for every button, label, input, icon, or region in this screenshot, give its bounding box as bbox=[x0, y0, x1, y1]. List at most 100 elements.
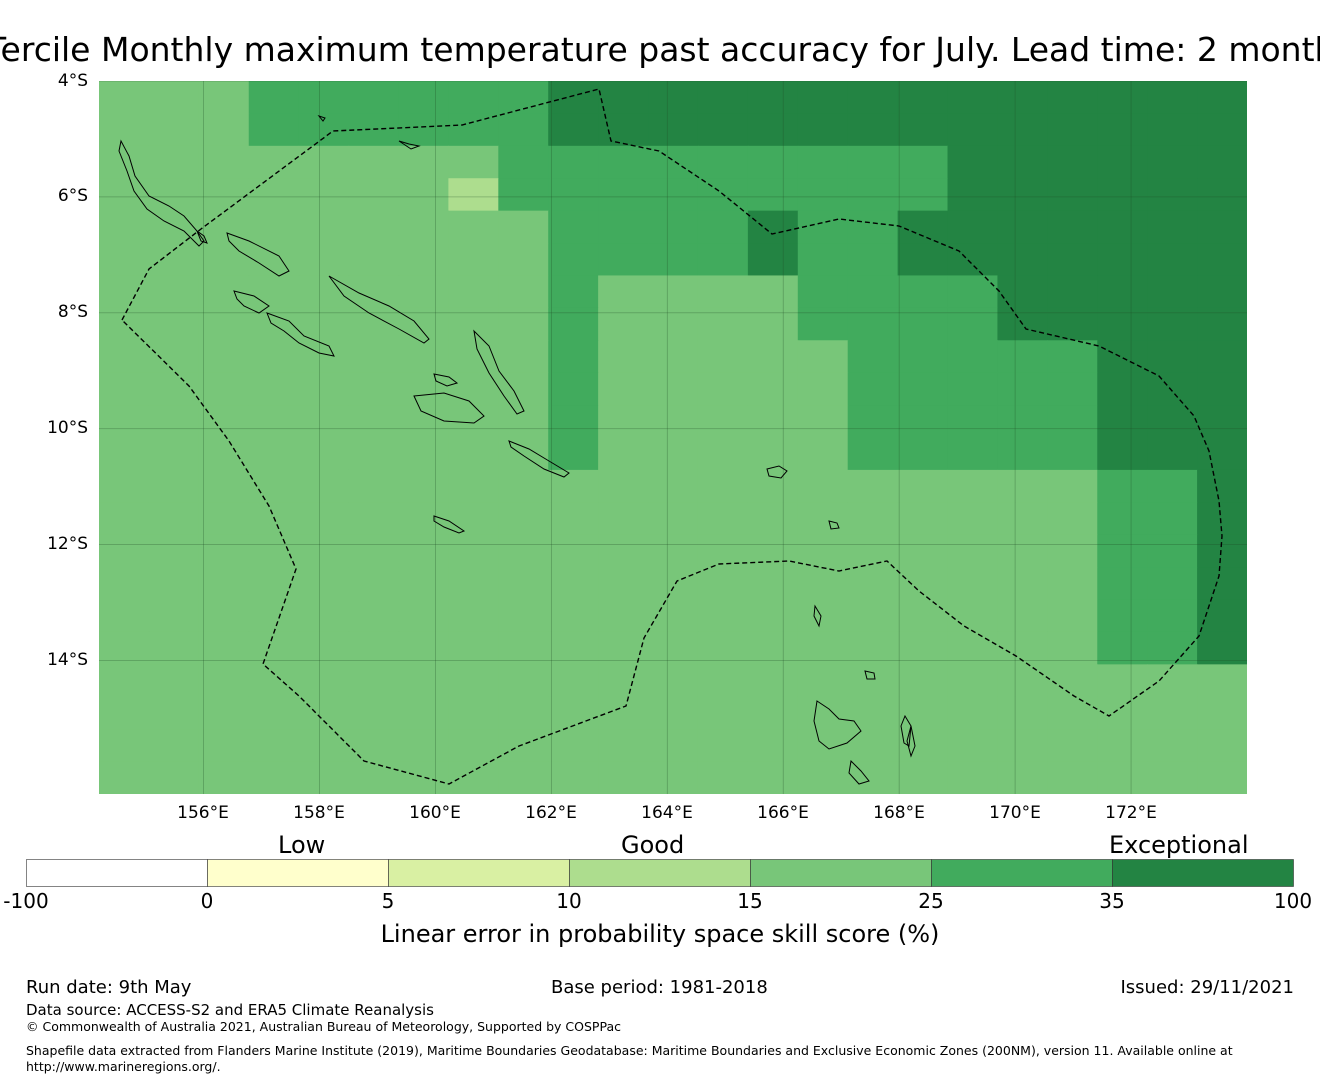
colorbar-category: Exceptional bbox=[1109, 831, 1249, 859]
grid-cell bbox=[548, 210, 599, 244]
grid-cell bbox=[99, 469, 150, 503]
grid-cell bbox=[947, 664, 999, 698]
grid-cell bbox=[248, 696, 300, 730]
map-panel[interactable] bbox=[99, 81, 1247, 794]
grid-cell bbox=[747, 405, 799, 439]
grid-cell bbox=[747, 761, 799, 794]
grid-cell bbox=[997, 534, 1048, 568]
grid-cell bbox=[99, 113, 150, 147]
issued-date: Issued: 29/11/2021 bbox=[1120, 977, 1294, 998]
grid-cell bbox=[797, 664, 849, 698]
grid-cell bbox=[148, 437, 200, 471]
grid-cell bbox=[398, 729, 449, 763]
island-malakula bbox=[900, 714, 912, 747]
grid-cell bbox=[548, 145, 599, 179]
grid-cell bbox=[997, 502, 1048, 536]
grid-cell bbox=[148, 405, 200, 439]
colorbar-swatch bbox=[569, 859, 751, 887]
grid-cell bbox=[747, 631, 799, 665]
grid-cell bbox=[897, 469, 949, 503]
grid-cell bbox=[398, 243, 449, 277]
grid-cell bbox=[99, 696, 150, 730]
grid-cell bbox=[348, 534, 400, 568]
grid-cell bbox=[897, 567, 949, 601]
grid-cell bbox=[348, 145, 400, 179]
grid-cell bbox=[897, 210, 949, 244]
colorbar-tick: 100 bbox=[1273, 889, 1313, 913]
grid-cell bbox=[548, 275, 599, 309]
grid-cell bbox=[1097, 307, 1148, 341]
grid-cell bbox=[947, 729, 999, 763]
grid-cell bbox=[548, 567, 599, 601]
grid-cell bbox=[448, 469, 499, 503]
grid-cell bbox=[1147, 405, 1198, 439]
grid-cell bbox=[148, 81, 200, 115]
grid-cell bbox=[99, 340, 150, 374]
grid-cell bbox=[198, 178, 250, 212]
grid-cell bbox=[448, 729, 499, 763]
grid-cell bbox=[1047, 210, 1098, 244]
shapefile-credit: Shapefile data extracted from Flanders M… bbox=[26, 1043, 1233, 1058]
grid-cell bbox=[797, 405, 849, 439]
lat-label: 12°S bbox=[47, 534, 88, 554]
grid-cell bbox=[1097, 696, 1148, 730]
grid-cell bbox=[148, 534, 200, 568]
grid-cell bbox=[1047, 437, 1098, 471]
grid-cell bbox=[897, 696, 949, 730]
grid-cell bbox=[747, 664, 799, 698]
grid-cell bbox=[1197, 145, 1247, 179]
colorbar-swatch bbox=[931, 859, 1113, 887]
grid-cell bbox=[248, 210, 300, 244]
grid-cell bbox=[148, 243, 200, 277]
grid-cell bbox=[1147, 729, 1198, 763]
grid-cell bbox=[797, 729, 849, 763]
grid-cell bbox=[648, 437, 699, 471]
shapefile-url[interactable]: http://www.marineregions.org/. bbox=[26, 1059, 221, 1074]
grid-cell bbox=[598, 178, 649, 212]
grid-cell bbox=[598, 113, 649, 147]
grid-cell bbox=[648, 534, 699, 568]
grid-cell bbox=[897, 534, 949, 568]
grid-cell bbox=[648, 340, 699, 374]
grid-cell bbox=[448, 372, 499, 406]
grid-cell bbox=[448, 81, 499, 115]
grid-cell bbox=[298, 664, 350, 698]
grid-cell bbox=[298, 567, 350, 601]
grid-cell bbox=[148, 307, 200, 341]
grid-cell bbox=[148, 275, 200, 309]
grid-cell bbox=[697, 243, 749, 277]
grid-cell bbox=[298, 437, 350, 471]
grid-cell bbox=[1197, 761, 1247, 794]
grid-cell bbox=[598, 534, 649, 568]
grid-cell bbox=[797, 567, 849, 601]
grid-cell bbox=[1047, 340, 1098, 374]
grid-cell bbox=[947, 437, 999, 471]
grid-cell bbox=[99, 729, 150, 763]
grid-cell bbox=[947, 243, 999, 277]
grid-cell bbox=[747, 469, 799, 503]
grid-cell bbox=[648, 81, 699, 115]
colorbar bbox=[26, 859, 1294, 887]
lon-label: 168°E bbox=[873, 803, 925, 823]
grid-cell bbox=[248, 631, 300, 665]
grid-cell bbox=[797, 469, 849, 503]
grid-cell bbox=[498, 113, 549, 147]
grid-cell bbox=[697, 405, 749, 439]
grid-cell bbox=[1147, 243, 1198, 277]
grid-cell bbox=[598, 631, 649, 665]
grid-cell bbox=[248, 469, 300, 503]
grid-cell bbox=[548, 502, 599, 536]
grid-cell bbox=[648, 567, 699, 601]
grid-cell bbox=[697, 469, 749, 503]
colorbar-tick: 5 bbox=[381, 889, 395, 913]
grid-cell bbox=[847, 534, 899, 568]
grid-cell bbox=[1147, 631, 1198, 665]
grid-cell bbox=[897, 729, 949, 763]
grid-cell bbox=[198, 761, 250, 794]
grid-cell bbox=[298, 372, 350, 406]
grid-cell bbox=[1047, 696, 1098, 730]
grid-cell bbox=[99, 210, 150, 244]
lat-label: 10°S bbox=[47, 418, 88, 438]
grid-cell bbox=[797, 599, 849, 633]
grid-cell bbox=[997, 113, 1048, 147]
